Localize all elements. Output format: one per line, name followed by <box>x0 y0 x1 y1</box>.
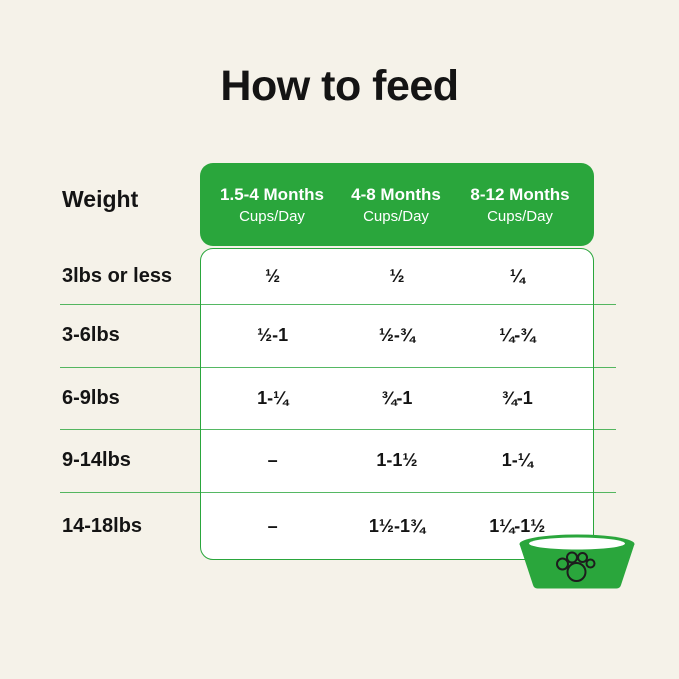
row-value-cell: ½-1 <box>257 325 289 346</box>
table-header: 1.5-4 Months Cups/Day 4-8 Months Cups/Da… <box>200 163 594 246</box>
row-value-cell: ¾-1 <box>381 387 413 408</box>
row-weight-label: 9-14lbs <box>62 449 131 472</box>
table-row: 14-18lbs – 1½-1¾ 1¼-1½ <box>60 493 616 561</box>
header-col-2: 4-8 Months Cups/Day <box>334 185 458 225</box>
header-unit-2: Cups/Day <box>363 207 429 225</box>
row-value-cell: 1-¼ <box>501 450 533 471</box>
header-unit-1: Cups/Day <box>239 207 305 225</box>
row-value-cell: 1-1½ <box>376 450 418 471</box>
header-unit-3: Cups/Day <box>487 207 553 225</box>
table-rows: 3lbs or less ½ ½ ¼ 3-6lbs ½-1 ½-¾ ¼-¾ 6-… <box>60 248 616 560</box>
row-weight-label: 14-18lbs <box>62 514 143 537</box>
row-value-cell: ½-¾ <box>378 325 415 346</box>
header-months-1: 1.5-4 Months <box>220 184 324 204</box>
row-value-cell: ¼-¾ <box>499 325 536 346</box>
dog-bowl-paw-icon <box>519 534 635 589</box>
row-value-cell: ¼ <box>509 265 525 286</box>
row-weight-label: 3lbs or less <box>62 264 173 287</box>
page-title: How to feed <box>220 62 459 110</box>
header-months-2: 4-8 Months <box>351 184 441 204</box>
header-col-3: 8-12 Months Cups/Day <box>458 185 594 225</box>
table-row: 3lbs or less ½ ½ ¼ <box>60 248 616 305</box>
weight-column-header: Weight <box>62 186 139 212</box>
row-value-cell: 1¼-1½ <box>489 515 546 536</box>
table-body-panel <box>200 248 594 560</box>
table-row: 9-14lbs – 1-1½ 1-¼ <box>60 430 616 493</box>
row-value-cell: ½ <box>265 265 281 286</box>
row-value-cell: 1-¼ <box>257 387 289 408</box>
header-col-1: 1.5-4 Months Cups/Day <box>200 185 334 225</box>
header-months-3: 8-12 Months <box>470 184 570 204</box>
row-value-cell: – <box>267 515 278 536</box>
row-value-cell: ¾-1 <box>501 387 533 408</box>
row-value-cell: ½ <box>389 265 405 286</box>
table-row: 6-9lbs 1-¼ ¾-1 ¾-1 <box>60 368 616 430</box>
row-value-cell: – <box>267 450 278 471</box>
row-weight-label: 3-6lbs <box>62 324 120 347</box>
row-value-cell: 1½-1¾ <box>368 515 425 536</box>
table-row: 3-6lbs ½-1 ½-¾ ¼-¾ <box>60 305 616 368</box>
row-weight-label: 6-9lbs <box>62 386 120 409</box>
paw-print-icon <box>556 551 596 582</box>
